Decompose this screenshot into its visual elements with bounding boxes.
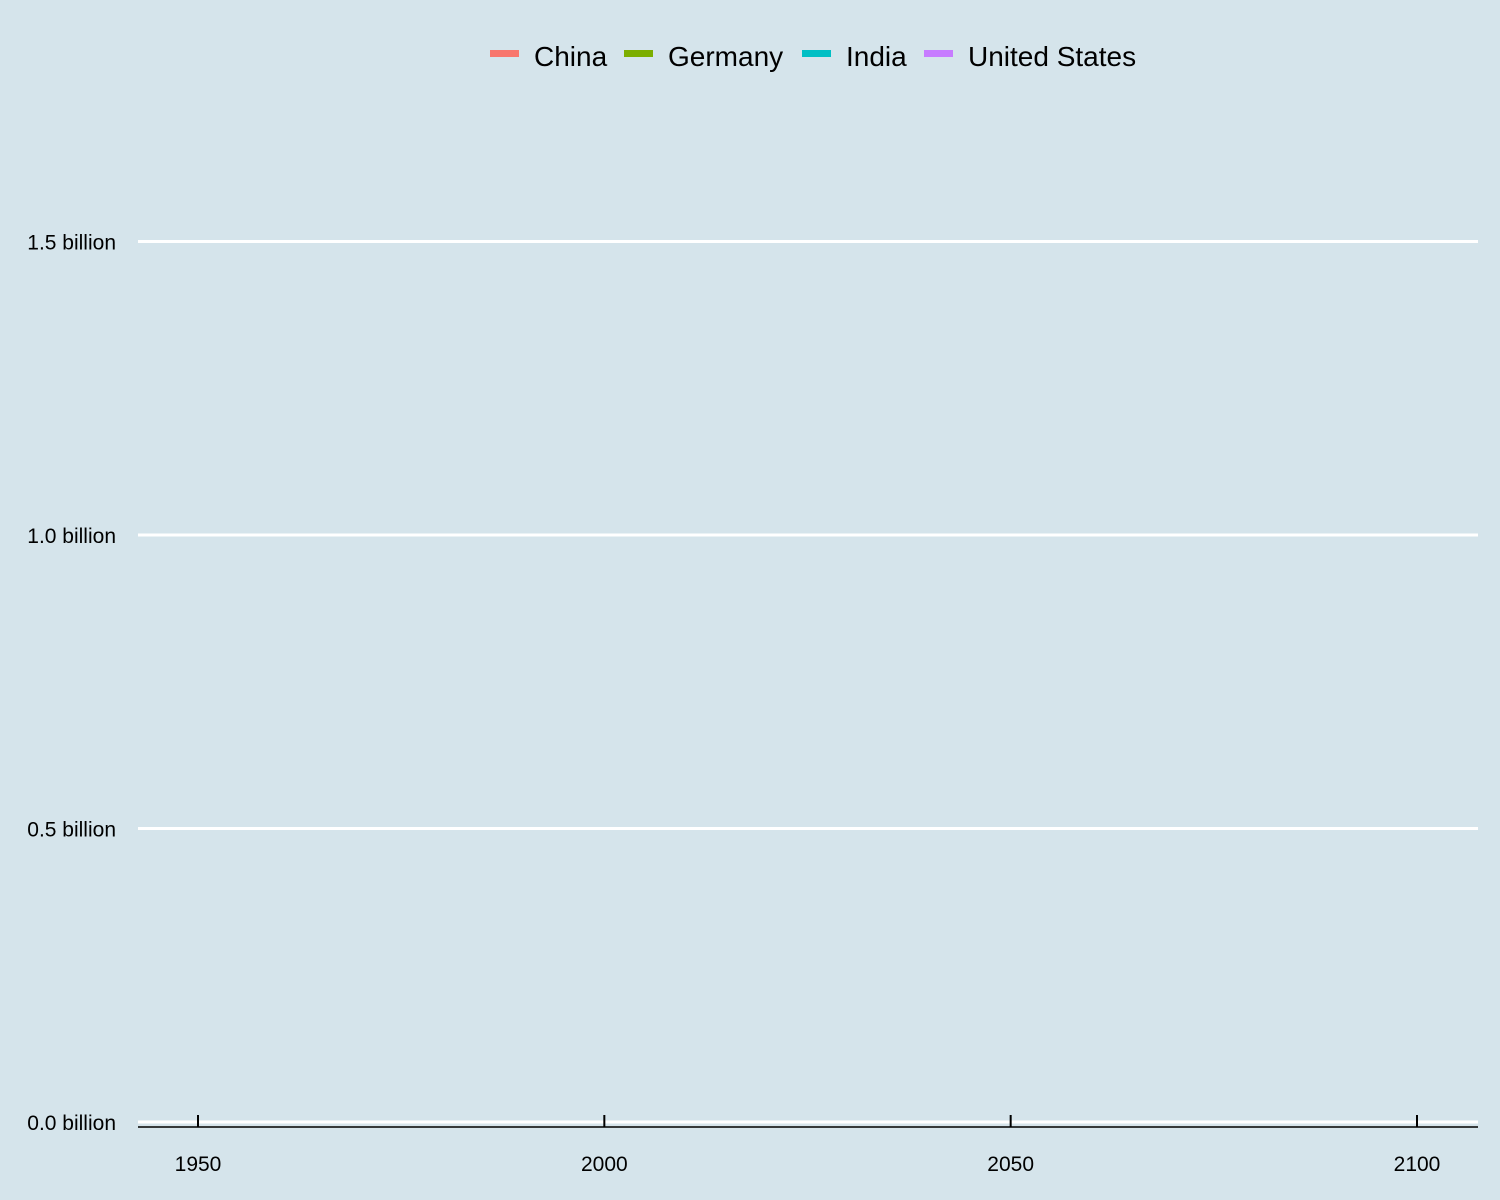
x-axis: 1950 2000 2050 2100 bbox=[138, 1115, 1478, 1176]
legend-swatch-united-states bbox=[924, 50, 953, 57]
y-tick-label: 0.0 billion bbox=[27, 1112, 116, 1135]
x-tick-label: 2100 bbox=[1394, 1153, 1441, 1176]
legend-swatch-china bbox=[490, 50, 519, 57]
x-tick-label: 2000 bbox=[581, 1153, 628, 1176]
x-tick-label: 2050 bbox=[987, 1153, 1034, 1176]
gridlines bbox=[138, 240, 1478, 1124]
y-axis: 0.0 billion 0.5 billion 1.0 billion 1.5 bil… bbox=[27, 232, 116, 1136]
legend-label-united-states: United States bbox=[968, 41, 1136, 72]
legend: China Germany India United States bbox=[490, 41, 1136, 72]
x-tick-label: 1950 bbox=[175, 1153, 222, 1176]
legend-label-germany: Germany bbox=[668, 41, 783, 72]
y-tick-label: 0.5 billion bbox=[27, 819, 116, 842]
legend-label-china: China bbox=[534, 41, 608, 72]
y-tick-label: 1.0 billion bbox=[27, 525, 116, 548]
legend-swatch-india bbox=[802, 50, 831, 57]
legend-label-india: India bbox=[846, 41, 907, 72]
legend-swatch-germany bbox=[624, 50, 653, 57]
y-tick-label: 1.5 billion bbox=[27, 232, 116, 255]
